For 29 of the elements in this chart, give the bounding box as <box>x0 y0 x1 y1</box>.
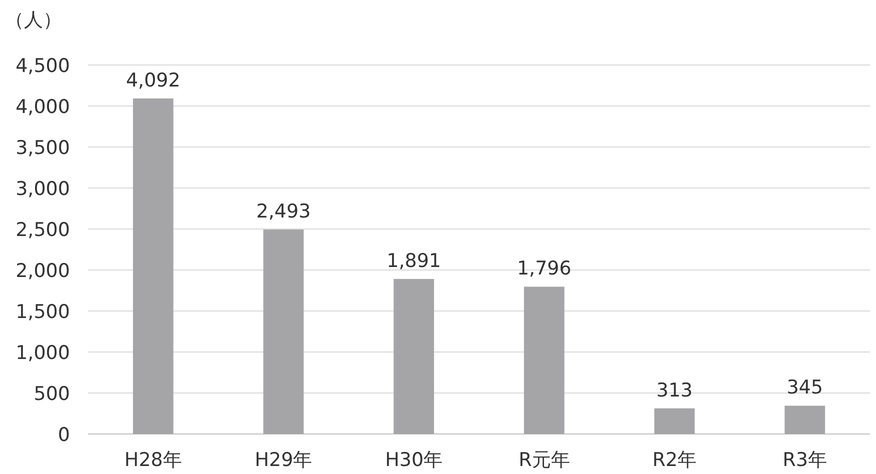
x-tick-label: H29年 <box>254 449 312 471</box>
y-tick-label: 4,500 <box>16 55 70 77</box>
bar <box>524 286 564 434</box>
y-tick-label: 2,500 <box>16 219 70 241</box>
y-tick-label: 500 <box>34 383 70 405</box>
data-label: 313 <box>656 379 693 402</box>
y-tick-label: 3,500 <box>16 137 70 159</box>
bar <box>263 230 304 434</box>
data-label: 1,891 <box>386 250 442 272</box>
data-label: 345 <box>786 376 823 399</box>
y-tick-label: 2,000 <box>16 260 70 282</box>
x-tick-label: H30年 <box>385 449 443 471</box>
y-tick-label: 1,500 <box>16 301 70 323</box>
x-tick-label: R3年 <box>782 449 827 471</box>
y-axis-title: （人） <box>5 9 62 31</box>
bar <box>654 408 695 434</box>
x-tick-label: H28年 <box>124 449 182 471</box>
bar <box>132 98 174 434</box>
data-label: 4,092 <box>126 69 180 92</box>
y-tick-label: 4,000 <box>16 96 70 118</box>
x-tick-label: R元年 <box>518 449 570 471</box>
data-label: 2,493 <box>256 200 311 223</box>
data-label: 1,796 <box>516 258 572 280</box>
y-tick-label: 1,000 <box>16 342 70 364</box>
y-tick-label: 0 <box>58 424 70 446</box>
bar <box>394 278 434 434</box>
bar <box>784 406 826 434</box>
y-tick-label: 3,000 <box>16 178 70 200</box>
x-tick-label: R2年 <box>652 449 697 471</box>
